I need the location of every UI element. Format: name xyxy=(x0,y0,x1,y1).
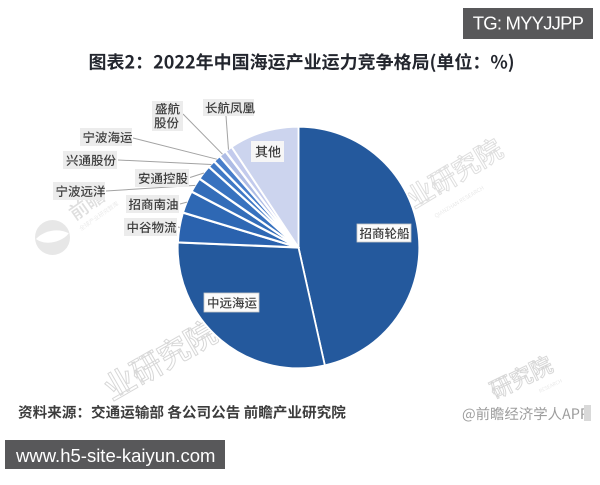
svg-text:TG: MYYJJPP: TG: MYYJJPP xyxy=(473,13,584,34)
svg-text:www.h5-site-kaiyun.com: www.h5-site-kaiyun.com xyxy=(15,445,215,466)
